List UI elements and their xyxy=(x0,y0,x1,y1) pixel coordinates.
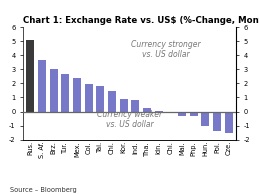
Bar xyxy=(201,112,210,126)
Bar xyxy=(120,99,128,112)
Bar xyxy=(225,112,233,133)
Text: Source – Bloomberg: Source – Bloomberg xyxy=(10,187,77,193)
Bar xyxy=(49,69,58,112)
Text: Currency stronger
vs. US dollar: Currency stronger vs. US dollar xyxy=(131,40,200,59)
Bar xyxy=(26,40,34,112)
Bar xyxy=(73,78,81,112)
Bar xyxy=(38,60,46,112)
Bar xyxy=(96,86,104,112)
Bar xyxy=(131,100,139,112)
Bar xyxy=(155,111,163,112)
Bar xyxy=(108,91,116,112)
Bar xyxy=(143,108,151,112)
Bar xyxy=(85,84,93,112)
Bar xyxy=(213,112,221,131)
Text: Chart 1: Exchange Rate vs. US$ (%-Change, Month-to-Date): Chart 1: Exchange Rate vs. US$ (%-Change… xyxy=(23,16,259,25)
Bar xyxy=(178,112,186,116)
Bar xyxy=(61,74,69,112)
Text: Currency weaker
vs. US dollar: Currency weaker vs. US dollar xyxy=(97,110,162,129)
Bar xyxy=(190,112,198,116)
